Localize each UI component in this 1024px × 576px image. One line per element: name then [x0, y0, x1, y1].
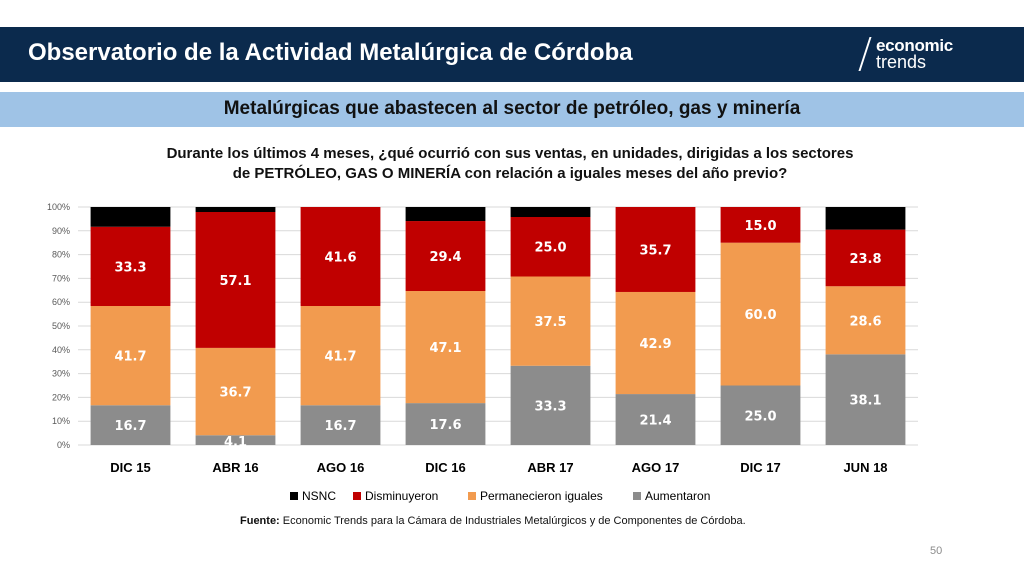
- bar-segment: [510, 276, 591, 366]
- data-label: 29.4: [429, 250, 461, 265]
- data-label: 47.1: [429, 341, 461, 356]
- y-tick-label: 60%: [52, 297, 70, 307]
- y-tick-label: 100%: [47, 202, 70, 212]
- bar-segment: [195, 207, 276, 212]
- bar-segment: [615, 394, 696, 445]
- bar-segment: [300, 405, 381, 445]
- data-label: 25.0: [744, 409, 776, 424]
- bar-segment: [300, 306, 381, 406]
- y-tick-label: 40%: [52, 345, 70, 355]
- data-label: 60.0: [744, 308, 776, 323]
- bar-segment: [615, 207, 696, 292]
- bar-segment: [90, 207, 171, 227]
- bar-segment: [405, 207, 486, 222]
- data-label: 57.1: [219, 274, 251, 289]
- x-tick-label: AGO 17: [632, 460, 680, 475]
- data-label: 41.6: [324, 251, 356, 266]
- bar-segment: [90, 226, 171, 307]
- data-label: 36.7: [219, 386, 251, 401]
- y-tick-label: 10%: [52, 416, 70, 426]
- y-tick-label: 30%: [52, 369, 70, 379]
- x-tick-label: DIC 16: [425, 460, 465, 475]
- question-line-1: Durante los últimos 4 meses, ¿qué ocurri…: [166, 145, 854, 162]
- bar-segment: [720, 207, 801, 243]
- y-tick-label: 0%: [57, 440, 70, 450]
- bar-segment: [510, 207, 591, 217]
- bar-segment: [510, 216, 591, 277]
- subtitle-bar: Metalúrgicas que abastecen al sector de …: [0, 92, 1024, 127]
- data-label: 21.4: [639, 414, 671, 429]
- page-title: Observatorio de la Actividad Metalúrgica…: [28, 39, 633, 66]
- y-tick-label: 90%: [52, 226, 70, 236]
- data-label: 28.6: [849, 314, 881, 329]
- source-note: Fuente: Economic Trends para la Cámara d…: [240, 515, 746, 527]
- x-tick-label: ABR 17: [527, 460, 573, 475]
- chart-question: Durante los últimos 4 meses, ¿qué ocurri…: [80, 144, 940, 184]
- data-label: 42.9: [639, 337, 671, 352]
- x-tick-label: JUN 18: [843, 460, 887, 475]
- y-tick-label: 50%: [52, 321, 70, 331]
- data-label: 37.5: [534, 315, 566, 330]
- page-number: 50: [930, 545, 943, 557]
- legend-swatch: [468, 492, 476, 500]
- y-tick-label: 20%: [52, 392, 70, 402]
- bar-segment: [405, 291, 486, 404]
- bar-segment: [825, 207, 906, 230]
- data-label: 33.3: [534, 399, 566, 414]
- bar-segment: [405, 403, 486, 445]
- source-label: Fuente:: [240, 515, 280, 527]
- data-label: 16.7: [114, 419, 146, 434]
- header-bar: Observatorio de la Actividad Metalúrgica…: [0, 27, 1024, 82]
- bar-segment: [300, 207, 381, 307]
- x-tick-label: ABR 16: [212, 460, 258, 475]
- bar-segment: [615, 291, 696, 395]
- data-label: 41.7: [324, 350, 356, 365]
- bar-segment: [195, 435, 276, 445]
- question-line-2: de PETRÓLEO, GAS O MINERÍA con relación …: [232, 165, 788, 182]
- data-label: 16.7: [324, 419, 356, 434]
- data-label: 35.7: [639, 243, 671, 258]
- section-subtitle: Metalúrgicas que abastecen al sector de …: [223, 98, 801, 119]
- economic-trends-logo: economic trends: [858, 35, 1002, 75]
- bar-segment: [720, 385, 801, 445]
- x-tick-label: DIC 15: [110, 460, 150, 475]
- legend-swatch: [633, 492, 641, 500]
- x-tick-label: DIC 17: [740, 460, 780, 475]
- y-tick-label: 80%: [52, 250, 70, 260]
- legend-label: Aumentaron: [645, 489, 710, 503]
- bar-segment: [195, 347, 276, 436]
- source-text: Economic Trends para la Cámara de Indust…: [279, 515, 746, 527]
- data-label: 41.7: [114, 350, 146, 365]
- bar-segment: [195, 211, 276, 348]
- data-label: 23.8: [849, 252, 881, 267]
- logo-text-bottom: trends: [876, 52, 927, 72]
- y-tick-label: 70%: [52, 273, 70, 283]
- x-tick-label: AGO 16: [317, 460, 365, 475]
- data-label: 15.0: [744, 219, 776, 234]
- legend-label: NSNC: [302, 489, 336, 503]
- data-label: 33.3: [114, 260, 146, 275]
- legend-label: Permanecieron iguales: [480, 489, 603, 503]
- bar-segment: [405, 221, 486, 292]
- data-label: 38.1: [849, 394, 881, 409]
- bar-segment: [510, 365, 591, 445]
- data-label: 4.1: [224, 435, 247, 450]
- bar-segment: [90, 306, 171, 406]
- bar-segment: [720, 242, 801, 386]
- legend-swatch: [353, 492, 361, 500]
- legend-label: Disminuyeron: [365, 489, 438, 503]
- data-label: 17.6: [429, 418, 461, 433]
- data-label: 25.0: [534, 241, 566, 256]
- bar-segment: [825, 286, 906, 355]
- logo-text-top: economic: [876, 36, 953, 55]
- bar-segment: [825, 354, 906, 445]
- bar-segment: [90, 405, 171, 445]
- bar-segment: [825, 229, 906, 287]
- legend-swatch: [290, 492, 298, 500]
